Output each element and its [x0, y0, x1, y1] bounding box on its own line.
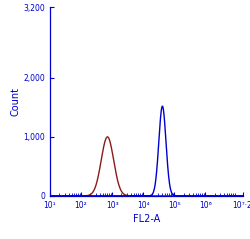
Y-axis label: Count: Count	[10, 87, 20, 116]
X-axis label: FL2-A: FL2-A	[132, 214, 160, 224]
